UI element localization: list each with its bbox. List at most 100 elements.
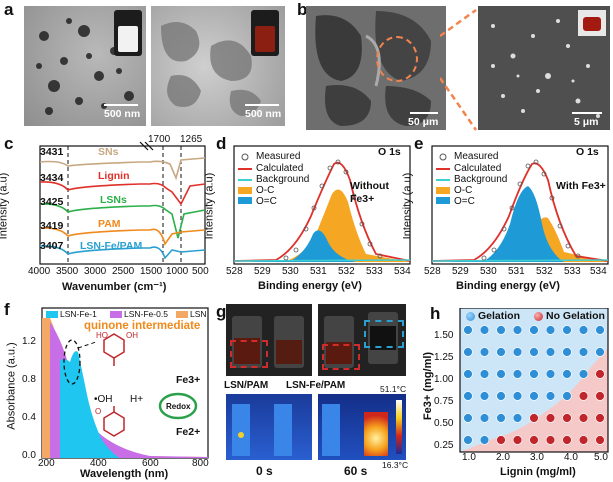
- name-lsns: LSNs: [100, 194, 127, 206]
- xps-e-legend-3: O-C: [454, 185, 473, 196]
- time-0s: 0 s: [256, 464, 273, 478]
- panel-b-letter: b: [297, 0, 308, 19]
- phase-ylabel: Fe3+ (mg/ml): [422, 351, 435, 421]
- tem-aggregates: [161, 22, 261, 116]
- gelation-point: [463, 325, 473, 335]
- legend-lsn-fe-05: LSN-Fe-0.5: [124, 309, 168, 319]
- phase-xlabel: Lignin (mg/ml): [500, 466, 576, 478]
- xps-d-legend-2: Background: [256, 174, 310, 185]
- name-pam: PAM: [98, 218, 121, 230]
- tem-image-lsns: 500 nm: [151, 6, 285, 126]
- legend-e-measured-icon: [439, 153, 447, 161]
- gelation-point: [496, 347, 506, 357]
- panel-h-letter: h: [430, 304, 441, 323]
- xps-e-xtick-6: 534: [590, 266, 607, 277]
- phase-ytick-1: 0.50: [434, 418, 454, 429]
- xps-e-title: O 1s: [576, 146, 599, 158]
- thermal-60s: [318, 394, 406, 460]
- gelation-point: [463, 391, 473, 401]
- xps-d-ylabel: Intensity (a.u): [203, 172, 216, 240]
- peak-lsns: 3425: [40, 196, 64, 208]
- gelation-point: [496, 369, 506, 379]
- gelation-point: [463, 413, 473, 423]
- uvvis-ytick-2: 0.8: [22, 374, 36, 385]
- gelation-point: [512, 347, 523, 357]
- xps-d-xtick-2: 530: [282, 266, 299, 277]
- ftir-chart: [39, 141, 206, 265]
- peak-1700: 1700: [148, 134, 171, 145]
- uvvis-xtick-3: 800: [192, 458, 209, 469]
- phase-legend-gel: Gelation: [478, 310, 521, 322]
- gelation-point: [496, 325, 506, 335]
- thermal-0s: [226, 394, 312, 460]
- xps-e-xtick-4: 532: [536, 266, 553, 277]
- no-gelation-point: [595, 435, 605, 445]
- xps-d-calculated: [233, 161, 411, 262]
- uvvis-xtick-0: 200: [38, 458, 55, 469]
- temp-colorbar: [396, 400, 402, 454]
- panel-c-letter: c: [4, 134, 14, 153]
- phase-legend-gel-dot: [466, 312, 475, 321]
- xps-d-oco-fill: [234, 230, 356, 262]
- scale-bar-left: [104, 104, 138, 106]
- phase-ytick-5: 1.50: [434, 330, 454, 341]
- phase-frame: [459, 308, 609, 453]
- phase-ytick-3: 1.00: [434, 374, 454, 385]
- gelation-point: [463, 347, 473, 357]
- xps-e-ylabel: Intensity (a.u): [401, 172, 414, 240]
- ftir-ylabel: Intensity (a.u): [0, 172, 10, 240]
- gelation-point: [512, 413, 523, 423]
- peak-sns: 3431: [40, 146, 64, 158]
- gelation-point: [562, 347, 572, 357]
- phase-xtick-4: 5.0: [594, 452, 608, 463]
- redox-cycle: [158, 392, 198, 420]
- legend-lsn-icon: [176, 311, 188, 318]
- no-gelation-point: [529, 413, 539, 423]
- uvvis-ytick-1: 0.4: [22, 412, 36, 423]
- scale-label-a2: 500 nm: [245, 108, 282, 120]
- trace-lsns: [39, 203, 206, 239]
- legend-e-oco-icon: [436, 197, 450, 204]
- no-gelation-point: [545, 435, 556, 445]
- no-gelation-point: [595, 391, 605, 401]
- xps-e-background: [431, 259, 609, 262]
- temp-min: 16.3°C: [382, 460, 409, 470]
- no-gelation-point: [512, 435, 523, 445]
- legend-oc-icon: [238, 187, 252, 194]
- no-gelation-point: [545, 413, 556, 423]
- phase-xtick-2: 3.0: [530, 452, 544, 463]
- ftir-xtick-4: 1500: [140, 266, 163, 277]
- ftir-frame: [39, 145, 206, 265]
- uvvis-lsn-fe-1-fill: [60, 351, 120, 458]
- nogel-region: [460, 348, 608, 452]
- sem-dots: [491, 19, 600, 118]
- ftir-xtick-3: 2500: [112, 266, 135, 277]
- uvvis-xlabel: Wavelength (nm): [80, 468, 169, 480]
- panel-a-letter: a: [4, 0, 14, 19]
- xps-e-calculated: [431, 162, 609, 262]
- xps-e-xtick-5: 533: [564, 266, 581, 277]
- hydrogel-inset: [578, 10, 606, 36]
- dashed-box-60s-red: [322, 344, 360, 370]
- legend-measured-icon: [241, 153, 249, 161]
- xps-e-legend-0: Measured: [454, 151, 499, 162]
- scale-bar-b2: [572, 112, 602, 114]
- gelation-point: [529, 369, 539, 379]
- redox-label: Redox: [166, 402, 191, 411]
- xps-e-legend-1: Calculated: [454, 163, 502, 174]
- scale-label-b2: 5 μm: [574, 116, 599, 128]
- trace-lsn-fe-pam: [39, 245, 206, 260]
- uvvis-xtick-2: 600: [142, 458, 159, 469]
- xps-d-legend-3: O-C: [256, 185, 275, 196]
- xps-d-legend-1: Calculated: [256, 163, 304, 174]
- phase-xtick-1: 2.0: [496, 452, 510, 463]
- phase-legend-nogel: No Gelation: [546, 310, 605, 322]
- gelation-point: [595, 347, 605, 357]
- no-gelation-point: [578, 391, 589, 401]
- xps-d-background: [233, 259, 411, 262]
- fe3-label: Fe3+: [176, 374, 201, 386]
- xps-e-xlabel: Binding energy (eV): [456, 280, 560, 292]
- fe2-label: Fe2+: [176, 426, 201, 438]
- gelation-point: [578, 347, 589, 357]
- quinone-oh-label: OH: [126, 331, 138, 340]
